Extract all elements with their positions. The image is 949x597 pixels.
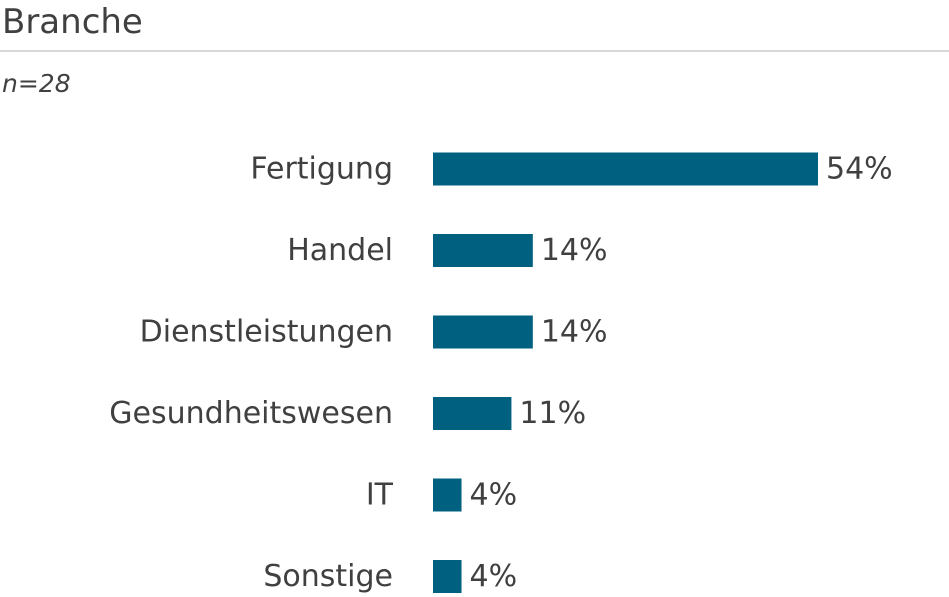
value-label: 4% bbox=[470, 559, 518, 594]
value-label: 14% bbox=[541, 315, 608, 350]
category-label: Fertigung bbox=[250, 152, 393, 187]
bar bbox=[433, 315, 533, 349]
value-label: 4% bbox=[470, 478, 518, 513]
value-label: 14% bbox=[541, 233, 608, 268]
bar bbox=[433, 478, 462, 512]
sample-size-label: n=28 bbox=[2, 69, 71, 98]
bar bbox=[433, 560, 462, 593]
bar bbox=[433, 152, 818, 186]
category-label: Gesundheitswesen bbox=[109, 396, 393, 431]
category-label: Handel bbox=[287, 233, 393, 268]
bar bbox=[433, 234, 533, 267]
category-label: Sonstige bbox=[263, 559, 393, 594]
bar bbox=[433, 397, 512, 430]
value-label: 11% bbox=[519, 396, 586, 431]
chart-title: Branche bbox=[2, 2, 143, 42]
category-label: Dienstleistungen bbox=[140, 315, 393, 350]
value-label: 54% bbox=[826, 152, 893, 187]
title-divider bbox=[0, 50, 949, 52]
category-label: IT bbox=[366, 478, 394, 513]
